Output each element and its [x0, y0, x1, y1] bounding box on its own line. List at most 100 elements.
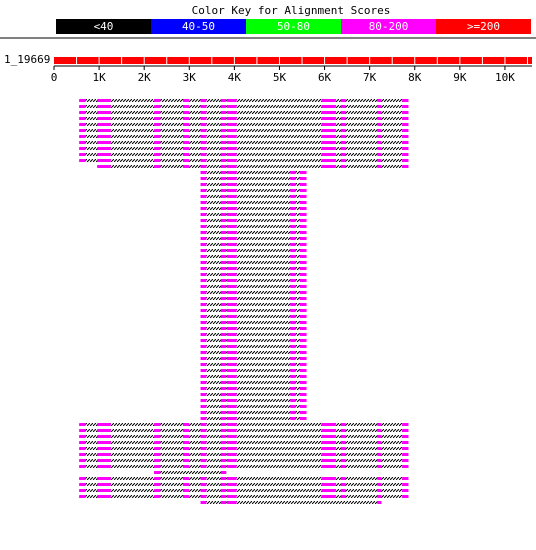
hit-segment: [227, 297, 237, 300]
hit-segment: [154, 429, 161, 432]
hit-span: [200, 357, 307, 360]
hit-segment: [220, 345, 227, 348]
hit-segment: [154, 117, 161, 120]
hit-segment: [227, 123, 237, 126]
hit-segment: [182, 159, 190, 162]
hit-segment: [220, 237, 227, 240]
hit-segment: [220, 135, 227, 138]
hit-segment: [227, 369, 237, 372]
hit-segment: [402, 459, 409, 462]
hit-segment: [227, 135, 237, 138]
hit-segment: [402, 135, 409, 138]
hit-segment: [340, 477, 346, 480]
hit-segment: [299, 219, 307, 222]
hit-row: [79, 477, 409, 480]
hit-segment: [227, 201, 237, 204]
hit-row: [200, 405, 307, 408]
hit-segment: [340, 147, 346, 150]
hit-span: [200, 321, 307, 324]
hit-segment: [220, 435, 227, 438]
hit-segment: [200, 375, 207, 378]
legend-label: 80-200: [369, 20, 409, 33]
hit-segment: [290, 183, 296, 186]
axis-tick-label: 10K: [495, 71, 515, 84]
hit-segment: [97, 117, 111, 120]
hit-segment: [220, 105, 227, 108]
hit-segment: [299, 417, 307, 420]
hit-row: [200, 219, 307, 222]
hit-segment: [220, 417, 227, 420]
hit-segment: [227, 207, 237, 210]
hit-segment: [220, 183, 227, 186]
hit-segment: [182, 435, 190, 438]
hit-segment: [321, 429, 330, 432]
hit-row: [79, 141, 409, 144]
hit-segment: [321, 441, 330, 444]
hit-segment: [220, 465, 227, 468]
legend-title: Color Key for Alignment Scores: [192, 4, 391, 17]
hit-span: [79, 105, 409, 108]
hit-row: [79, 429, 409, 432]
axis-tick-label: 7K: [363, 71, 377, 84]
hit-segment: [299, 393, 307, 396]
hit-segment: [299, 297, 307, 300]
hit-span: [200, 297, 307, 300]
hit-span: [200, 363, 307, 366]
hit-segment: [340, 465, 346, 468]
hit-span: [200, 255, 307, 258]
hit-segment: [299, 339, 307, 342]
hit-row: [79, 453, 409, 456]
hit-segment: [79, 459, 86, 462]
hit-segment: [200, 279, 207, 282]
hit-row: [200, 243, 307, 246]
hit-segment: [321, 423, 330, 426]
hit-segment: [377, 459, 382, 462]
hit-segment: [200, 219, 207, 222]
hit-segment: [97, 105, 111, 108]
hit-segment: [377, 159, 382, 162]
hit-segment: [154, 465, 161, 468]
hit-segment: [154, 477, 161, 480]
hit-segment: [340, 99, 346, 102]
hit-row: [79, 123, 409, 126]
hit-span: [79, 441, 409, 444]
hit-span: [200, 405, 307, 408]
hit-span: [200, 183, 307, 186]
hit-segment: [299, 249, 307, 252]
hit-segment: [200, 111, 207, 114]
hit-segment: [299, 387, 307, 390]
hit-segment: [97, 477, 111, 480]
hit-span: [200, 291, 307, 294]
hit-segment: [200, 117, 207, 120]
hit-segment: [227, 441, 237, 444]
hit-segment: [200, 351, 207, 354]
hit-segment: [220, 285, 227, 288]
hit-row: [79, 117, 409, 120]
hit-row: [200, 333, 307, 336]
hit-segment: [200, 213, 207, 216]
hit-segment: [220, 297, 227, 300]
hit-segment: [321, 111, 330, 114]
hit-segment: [227, 99, 237, 102]
hit-segment: [200, 369, 207, 372]
hit-segment: [402, 153, 409, 156]
hit-row: [79, 459, 409, 462]
hit-segment: [97, 495, 111, 498]
hit-segment: [299, 375, 307, 378]
hit-segment: [154, 147, 161, 150]
hit-segment: [329, 441, 336, 444]
hit-segment: [227, 213, 237, 216]
hit-segment: [220, 111, 227, 114]
hit-segment: [290, 315, 296, 318]
hit-segment: [200, 237, 207, 240]
hit-segment: [227, 351, 237, 354]
hit-segment: [220, 393, 227, 396]
hit-segment: [200, 291, 207, 294]
hit-segment: [200, 99, 207, 102]
hit-segment: [340, 111, 346, 114]
hit-segment: [154, 423, 161, 426]
hit-segment: [220, 249, 227, 252]
hit-segment: [200, 261, 207, 264]
hit-segment: [79, 483, 86, 486]
hit-segment: [182, 447, 190, 450]
